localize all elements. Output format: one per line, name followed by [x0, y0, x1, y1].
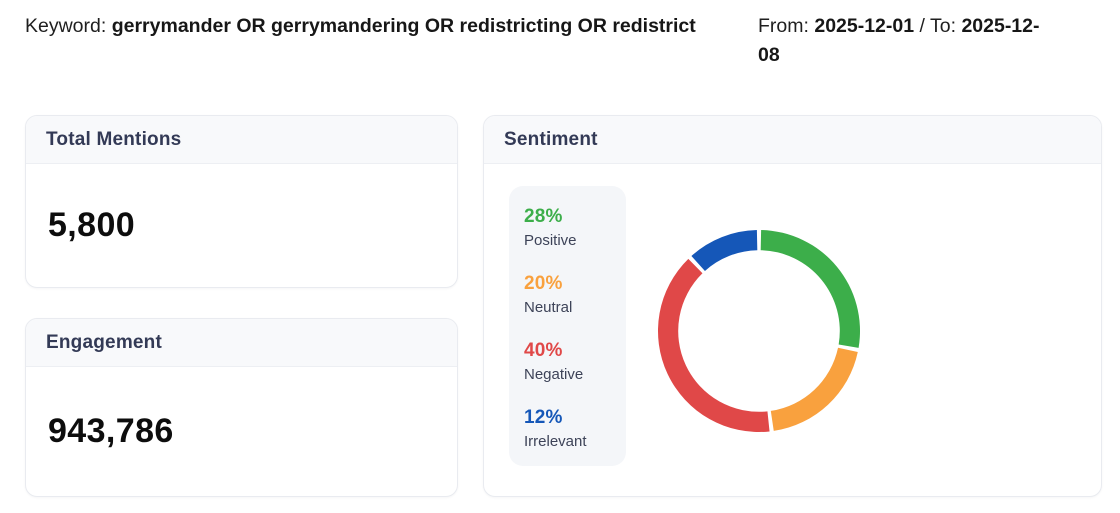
sentiment-title: Sentiment	[484, 116, 1101, 164]
keyword-label: Keyword:	[25, 15, 112, 37]
legend-label-positive: Positive	[524, 232, 577, 249]
from-date: 2025-12-01	[814, 15, 915, 37]
from-label: From:	[758, 15, 815, 37]
keyword-value: gerrymander OR gerrymandering OR redistr…	[111, 15, 696, 37]
sentiment-card: Sentiment 28% Positive 20% Neutral 40% Negati…	[483, 115, 1102, 497]
total-mentions-value: 5,800	[48, 206, 136, 244]
to-label: To:	[930, 15, 962, 37]
legend-percent-negative: 40%	[524, 340, 563, 361]
engagement-card: Engagement 943,786	[25, 318, 458, 497]
sentiment-legend: 28% Positive 20% Neutral 40% Negative 12% Irrel…	[509, 186, 626, 466]
donut-segment-negative[interactable]	[657, 258, 770, 433]
legend-percent-neutral: 20%	[524, 273, 563, 294]
date-separator: /	[914, 15, 930, 37]
total-mentions-title: Total Mentions	[26, 116, 457, 164]
sentiment-donut-chart	[657, 230, 861, 433]
legend-item-irrelevant: 12% Irrelevant	[524, 405, 626, 452]
legend-item-positive: 28% Positive	[524, 204, 626, 251]
legend-label-negative: Negative	[524, 366, 584, 383]
legend-label-irrelevant: Irrelevant	[524, 433, 587, 450]
legend-item-negative: 40% Negative	[524, 338, 626, 385]
legend-label-neutral: Neutral	[524, 299, 573, 316]
engagement-title: Engagement	[26, 319, 457, 367]
date-range: From: 2025-12-01 / To: 2025-12-08	[758, 12, 1050, 70]
keyword-query: Keyword: gerrymander OR gerrymandering O…	[25, 12, 737, 41]
legend-percent-irrelevant: 12%	[524, 407, 563, 428]
to-date: 2025-12-08	[758, 15, 1040, 66]
legend-percent-positive: 28%	[524, 206, 563, 227]
total-mentions-card: Total Mentions 5,800	[25, 115, 458, 288]
engagement-value: 943,786	[48, 412, 174, 450]
donut-segment-neutral[interactable]	[770, 347, 858, 431]
sentiment-body: 28% Positive 20% Neutral 40% Negative 12% Irrel…	[484, 164, 1101, 496]
donut-segment-positive[interactable]	[760, 230, 861, 348]
filter-summary-bar: Keyword: gerrymander OR gerrymandering O…	[25, 12, 1095, 70]
legend-item-neutral: 20% Neutral	[524, 271, 626, 318]
donut-segment-irrelevant[interactable]	[691, 230, 758, 271]
